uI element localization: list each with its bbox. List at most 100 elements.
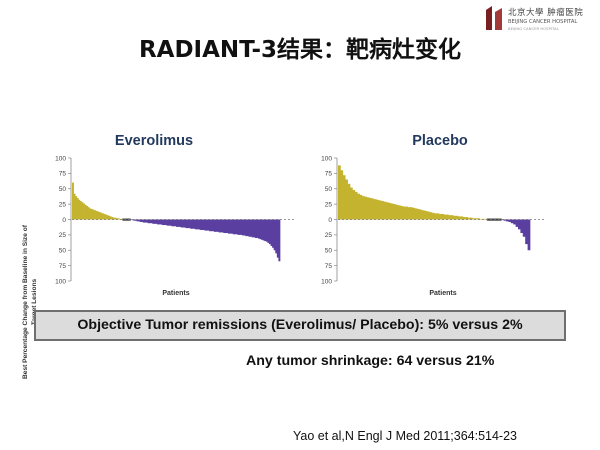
- bar: [153, 219, 156, 224]
- bar: [92, 209, 95, 220]
- bar: [410, 207, 413, 220]
- bar: [371, 198, 375, 220]
- bar: [261, 219, 264, 240]
- bar: [216, 219, 219, 232]
- bar: [239, 219, 241, 235]
- bar: [340, 170, 344, 220]
- bar: [213, 219, 216, 232]
- bar: [147, 219, 150, 224]
- bar: [527, 219, 531, 251]
- bar: [78, 199, 81, 220]
- bar: [221, 219, 224, 233]
- bar: [76, 197, 79, 220]
- bar: [338, 165, 341, 220]
- bar: [166, 219, 169, 226]
- bar: [220, 219, 223, 233]
- bar: [395, 204, 399, 220]
- bar: [101, 213, 104, 220]
- bar: [116, 218, 119, 220]
- bar: [436, 213, 440, 220]
- bar: [112, 217, 115, 220]
- bar: [259, 219, 262, 240]
- bar: [183, 219, 186, 228]
- bar: [168, 219, 171, 226]
- bar: [201, 219, 204, 230]
- bar: [240, 219, 243, 235]
- bar: [223, 219, 226, 234]
- hospital-logo-icon: [486, 6, 502, 30]
- bar: [73, 193, 76, 220]
- bar: [352, 189, 356, 220]
- bar: [381, 201, 384, 220]
- bar: [94, 210, 96, 220]
- y-tick-label: 25: [325, 201, 333, 208]
- bar: [441, 213, 444, 220]
- y-tick-label: 100: [55, 155, 66, 162]
- y-tick-label: 75: [325, 171, 333, 178]
- bar: [72, 182, 74, 220]
- bar: [268, 219, 271, 245]
- bar: [474, 218, 478, 220]
- bar: [163, 219, 166, 226]
- bar: [228, 219, 230, 234]
- bar: [180, 219, 183, 228]
- bar: [204, 219, 207, 231]
- y-tick-label: 50: [59, 248, 67, 255]
- bar: [486, 218, 490, 221]
- bar: [193, 219, 196, 229]
- bar: [97, 211, 100, 220]
- bar: [270, 219, 273, 246]
- bar: [103, 213, 106, 220]
- y-tick-label: 100: [55, 278, 66, 285]
- y-tick-label: 50: [325, 248, 333, 255]
- bar: [122, 218, 125, 221]
- bar: [264, 219, 267, 242]
- bar: [515, 219, 519, 227]
- bar: [254, 219, 257, 238]
- bar: [196, 219, 199, 230]
- bar: [108, 215, 111, 220]
- y-tick-label: 75: [59, 171, 67, 178]
- bar: [84, 204, 87, 220]
- bar: [386, 202, 389, 220]
- bar: [215, 219, 218, 232]
- bar: [205, 219, 208, 231]
- bar: [278, 219, 281, 262]
- bar: [477, 218, 480, 220]
- bar: [87, 207, 90, 220]
- bar: [424, 210, 428, 220]
- bar: [117, 218, 120, 220]
- logo-english-subline: BEIJING CANCER HOSPITAL: [508, 26, 559, 31]
- bar: [161, 219, 164, 226]
- bar: [434, 213, 437, 220]
- bar: [234, 219, 237, 235]
- bar: [75, 196, 78, 220]
- bar: [144, 219, 147, 223]
- y-tick-label: 100: [321, 278, 332, 285]
- bar: [467, 217, 471, 220]
- bar: [174, 219, 177, 227]
- bar: [138, 219, 141, 222]
- bar: [412, 207, 416, 220]
- bar: [172, 219, 175, 227]
- bar: [446, 214, 449, 220]
- bar: [210, 219, 213, 232]
- bar: [465, 217, 468, 220]
- bar: [158, 219, 161, 225]
- bar: [479, 218, 483, 220]
- bar: [443, 214, 447, 220]
- bar: [376, 199, 380, 220]
- bar: [235, 219, 238, 235]
- bar: [256, 219, 259, 238]
- hospital-logo: 北京大學 肿瘤医院 BEIJING CANCER HOSPITAL BEIJIN…: [484, 4, 594, 34]
- bar: [508, 219, 512, 222]
- bar: [114, 217, 117, 220]
- bar: [400, 205, 404, 220]
- bar: [383, 201, 387, 220]
- bar: [393, 204, 396, 220]
- bar: [522, 219, 526, 237]
- bar: [265, 219, 268, 242]
- bar: [414, 208, 418, 220]
- bar: [520, 219, 524, 234]
- bar: [470, 217, 473, 220]
